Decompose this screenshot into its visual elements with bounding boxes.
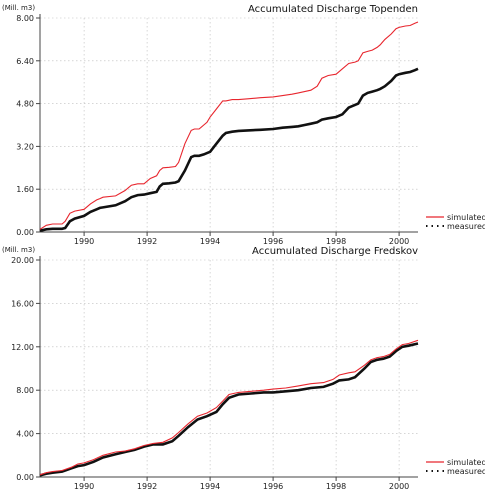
chart2-ytick-label: 0.00 — [16, 473, 34, 482]
chart2: 0.00 4.00 8.00 12.00 16.00 20.00 1990 1992 1994 1… — [2, 246, 485, 491]
chart1-xtick-label: 1990 — [74, 237, 94, 246]
chart1-ytick-label: 4.80 — [16, 100, 34, 109]
chart2-ytick-label: 4.00 — [16, 430, 34, 439]
chart2-xtick-label: 1996 — [263, 482, 283, 491]
chart2-xtick-label: 1998 — [326, 482, 346, 491]
chart1-ylabel: (Mill. m3) — [2, 4, 35, 12]
chart2-series-simulated — [39, 339, 419, 476]
chart1-title: Accumulated Discharge Topenden — [248, 4, 418, 15]
chart1-legend-label-measured: measured — [447, 222, 485, 231]
chart1-xtick-label: 1998 — [326, 237, 346, 246]
chart2-legend-label-measured: measured — [447, 467, 485, 476]
chart2-legend-label-simulated: simulated — [447, 458, 485, 467]
chart1-legend-label-simulated: simulated — [447, 213, 485, 222]
chart2-title: Accumulated Discharge Fredskov — [252, 246, 418, 257]
chart1-series-simulated — [39, 21, 419, 230]
chart2-xtick-label: 2000 — [389, 482, 409, 491]
chart2-series-measured — [39, 342, 419, 477]
chart2-ytick-label: 20.00 — [11, 256, 34, 265]
chart1-ytick-label: 3.20 — [16, 142, 34, 151]
chart1-xtick-label: 1996 — [263, 237, 283, 246]
chart2-xtick-label: 1992 — [137, 482, 157, 491]
chart1: 0.00 1.60 3.20 4.80 6.40 8.00 1990 1992 1994 1996… — [2, 4, 485, 246]
chart2-ylabel: (Mill. m3) — [2, 246, 35, 254]
chart1-xtick-label: 1992 — [137, 237, 157, 246]
chart1-ytick-label: 6.40 — [16, 57, 34, 66]
chart1-xtick-label: 2000 — [389, 237, 409, 246]
chart1-xtick-label: 1994 — [200, 237, 220, 246]
chart1-ytick-label: 0.00 — [16, 228, 34, 237]
chart2-ytick-label: 12.00 — [11, 343, 34, 352]
chart2-xtick-label: 1994 — [200, 482, 220, 491]
chart2-ytick-label: 8.00 — [16, 386, 34, 395]
chart1-series-measured — [39, 67, 419, 232]
chart2-ytick-label: 16.00 — [11, 299, 34, 308]
chart2-xtick-label: 1990 — [74, 482, 94, 491]
chart1-ytick-label: 8.00 — [16, 14, 34, 23]
chart1-ytick-label: 1.60 — [16, 185, 34, 194]
